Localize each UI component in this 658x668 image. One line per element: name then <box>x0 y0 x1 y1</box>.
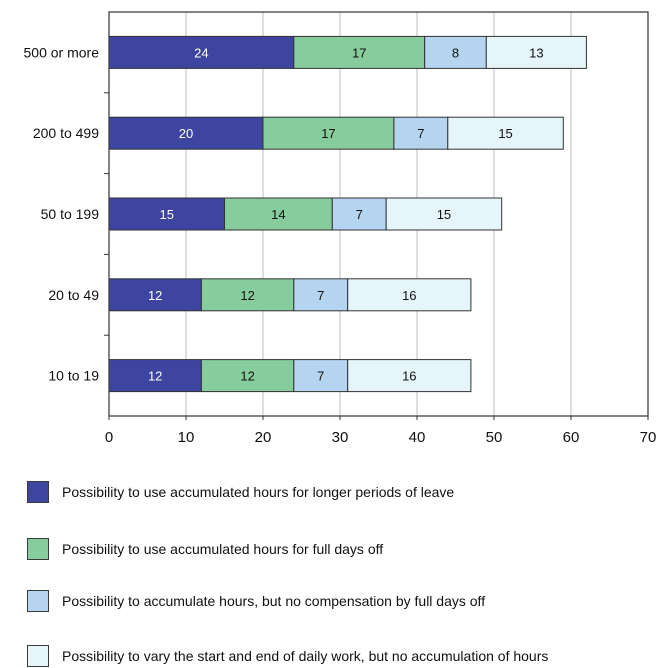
x-tick-label: 60 <box>563 429 580 446</box>
data-label: 7 <box>317 369 324 384</box>
legend-swatch <box>27 590 49 612</box>
bar-segment-series-4 <box>347 278 472 312</box>
legend-item: Possibility to use accumulated hours for… <box>27 537 383 561</box>
bar-segment-series-4 <box>485 35 587 69</box>
data-label: 12 <box>240 369 254 384</box>
legend-swatch <box>27 645 49 667</box>
bar-segment-series-2 <box>293 35 426 69</box>
legend-label: Possibility to vary the start and end of… <box>62 648 549 664</box>
x-tick-label: 20 <box>255 429 272 446</box>
legend-item: Possibility to use accumulated hours for… <box>27 480 454 504</box>
bar-segment-series-2 <box>200 278 295 312</box>
legend-label: Possibility to use accumulated hours for… <box>62 541 384 557</box>
legend-swatch <box>27 481 49 503</box>
category-label: 500 or more <box>24 44 100 60</box>
x-tick-label: 50 <box>486 429 503 446</box>
legend-label: Possibility to accumulate hours, but no … <box>62 593 486 609</box>
bar-segment-series-2 <box>200 359 295 393</box>
data-label: 15 <box>498 126 512 141</box>
data-label: 12 <box>240 288 254 303</box>
category-label: 50 to 199 <box>41 206 100 222</box>
legend-item: Possibility to vary the start and end of… <box>27 644 548 668</box>
data-label: 17 <box>321 126 335 141</box>
data-label: 7 <box>317 288 324 303</box>
bar-segment-series-3 <box>293 359 349 393</box>
category-label: 200 to 499 <box>33 125 99 141</box>
bar-segment-series-3 <box>424 35 487 69</box>
data-label: 7 <box>356 207 363 222</box>
data-label: 12 <box>148 288 162 303</box>
bar-segment-series-3 <box>293 278 349 312</box>
data-label: 24 <box>194 45 208 60</box>
legend-swatch <box>27 538 49 560</box>
data-label: 7 <box>417 126 424 141</box>
category-label: 10 to 19 <box>48 368 99 384</box>
bar-segment-series-4 <box>347 359 472 393</box>
data-label: 16 <box>402 369 416 384</box>
data-label: 17 <box>352 45 366 60</box>
x-tick-label: 0 <box>105 429 113 446</box>
x-tick-label: 40 <box>409 429 426 446</box>
x-tick-label: 30 <box>332 429 349 446</box>
legend-label: Possibility to use accumulated hours for… <box>62 484 455 500</box>
bar-segment-series-4 <box>385 197 503 231</box>
bar-segment-series-1 <box>108 116 264 150</box>
x-tick-label: 10 <box>178 429 195 446</box>
bar-segment-series-1 <box>108 278 202 312</box>
bar-segment-series-2 <box>224 197 333 231</box>
category-label: 20 to 49 <box>48 287 99 303</box>
bar-segment-series-1 <box>108 35 295 69</box>
data-label: 20 <box>179 126 193 141</box>
chart-plot: 500 or more 24 17 8 13 200 to 499 20 17 7 15 50 to… <box>24 11 657 446</box>
legend-item: Possibility to accumulate hours, but no … <box>27 589 485 613</box>
data-label: 15 <box>160 207 174 222</box>
data-label: 12 <box>148 369 162 384</box>
data-label: 13 <box>529 45 543 60</box>
bar-segment-series-4 <box>447 116 564 150</box>
data-label: 8 <box>452 45 459 60</box>
data-label: 16 <box>402 288 416 303</box>
data-label: 15 <box>437 207 451 222</box>
data-label: 14 <box>271 207 285 222</box>
x-tick-label: 70 <box>640 429 657 446</box>
